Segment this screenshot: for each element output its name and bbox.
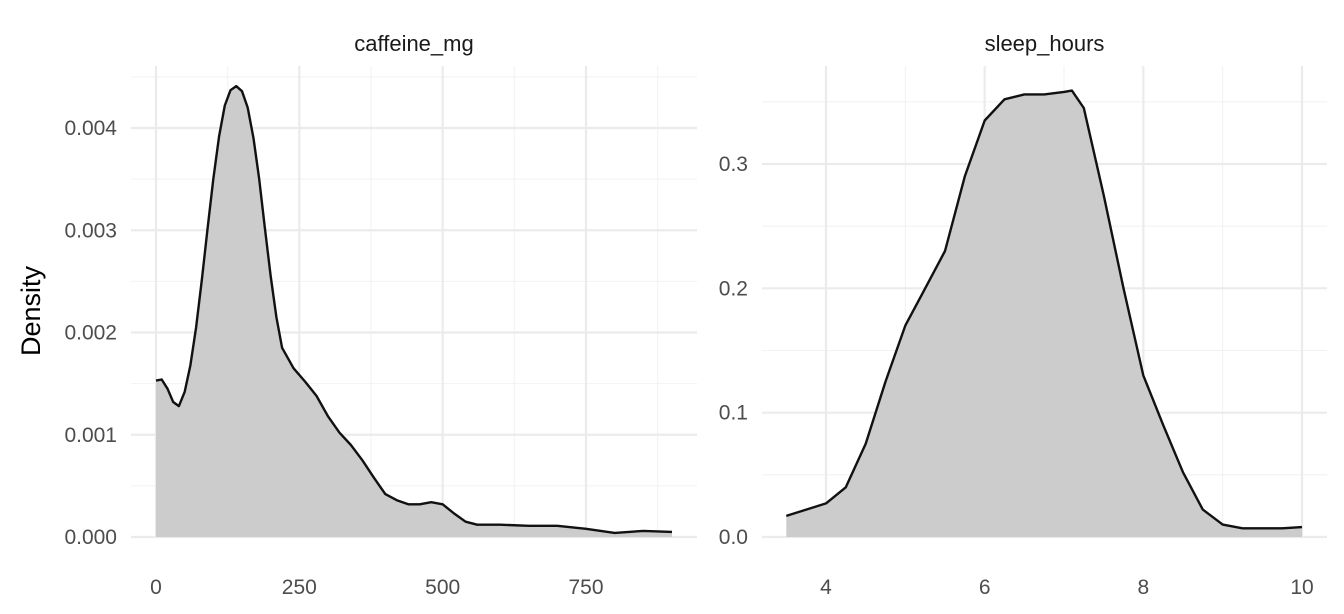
y-tick-label: 0.000 [64, 526, 117, 549]
y-tick-label: 0.003 [64, 219, 117, 242]
y-tick-label: 0.001 [64, 424, 117, 447]
facet-panel-sleep_hours: 4 6 8 10 0.0 0.1 0.2 0.3 sleep_hours [719, 31, 1327, 599]
y-tick-label: 0.2 [719, 277, 748, 300]
x-tick-label: 750 [568, 576, 603, 599]
x-tick-label: 500 [425, 576, 460, 599]
facet-panel-caffeine_mg: 0 250 500 750 0.000 0.001 0.002 0.003 0.004 caffe… [64, 31, 697, 599]
density-curve-sleep_hours [785, 89, 1303, 530]
y-tick-label: 0.004 [64, 117, 117, 140]
x-tick-label: 0 [150, 576, 162, 599]
x-tick-label: 250 [282, 576, 317, 599]
density-area-sleep_hours [786, 90, 1302, 537]
x-tick-label: 6 [979, 576, 991, 599]
y-tick-label: 0.002 [64, 322, 117, 345]
facet-title: sleep_hours [985, 31, 1105, 56]
y-tick-label: 0.3 [719, 153, 748, 176]
density-area-caffeine_mg [156, 86, 672, 537]
x-tick-label: 10 [1290, 576, 1313, 599]
x-tick-label: 8 [1137, 576, 1149, 599]
facet-title: caffeine_mg [354, 31, 473, 56]
x-tick-label: 4 [820, 576, 832, 599]
density-curve-caffeine_mg [155, 84, 673, 535]
y-axis-title: Density [16, 265, 46, 356]
y-tick-label: 0.0 [719, 526, 748, 549]
y-tick-label: 0.1 [719, 402, 748, 425]
